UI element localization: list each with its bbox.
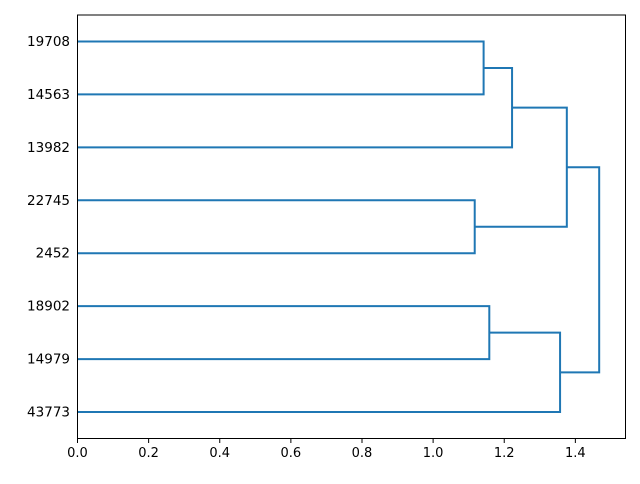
plot-axes xyxy=(77,14,626,443)
dendrogram-links xyxy=(77,40,601,414)
leaf-label: 2452 xyxy=(36,246,70,262)
leaf-label: 22745 xyxy=(27,193,70,209)
x-tick-label: 0.8 xyxy=(352,446,373,461)
leaf-label: 43773 xyxy=(27,405,70,421)
x-tick-labels: 0.0 0.2 0.4 0.6 0.8 1.0 1.2 1.4 xyxy=(67,446,586,461)
x-tick-label: 0.0 xyxy=(67,446,88,461)
dendrogram-link xyxy=(77,305,491,361)
leaf-labels: 19708 14563 13982 22745 2452 18902 14979 43773 xyxy=(27,34,70,421)
plot-border xyxy=(77,14,626,439)
leaf-label: 18902 xyxy=(27,299,70,315)
dendrogram-link xyxy=(77,40,485,96)
x-tick-label: 1.0 xyxy=(423,446,444,461)
leaf-label: 14979 xyxy=(27,352,70,368)
x-tick-label: 1.4 xyxy=(565,446,586,461)
dendrogram-link xyxy=(474,106,568,228)
x-tick-label: 1.2 xyxy=(494,446,515,461)
dendrogram-link xyxy=(77,331,562,414)
dendrogram-link xyxy=(77,199,476,255)
dendrogram-link xyxy=(77,66,514,149)
leaf-label: 14563 xyxy=(27,87,70,103)
dendrogram-link xyxy=(560,166,601,374)
x-tick-label: 0.4 xyxy=(209,446,230,461)
x-tick-label: 0.6 xyxy=(281,446,302,461)
x-tick-label: 0.2 xyxy=(138,446,159,461)
leaf-label: 19708 xyxy=(27,34,70,50)
leaf-label: 13982 xyxy=(27,140,70,156)
